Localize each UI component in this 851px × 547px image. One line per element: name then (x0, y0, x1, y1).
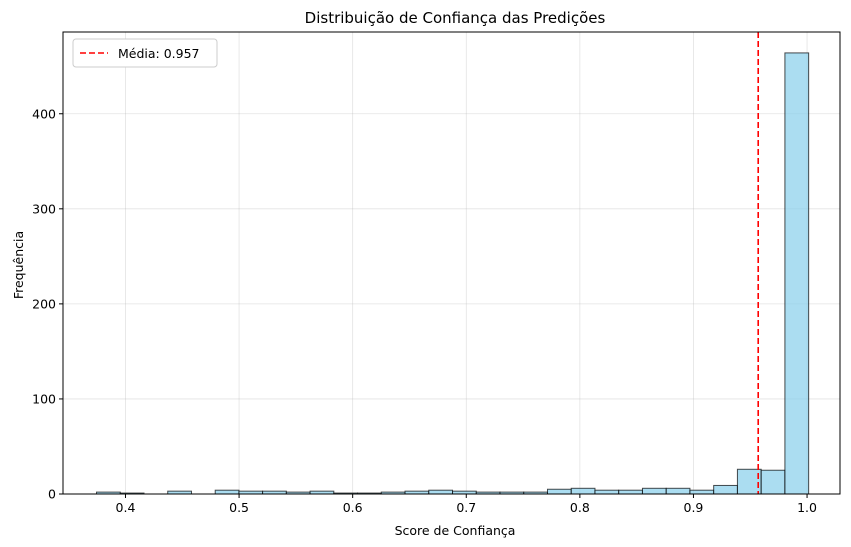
y-tick-label-4: 400 (32, 106, 56, 121)
legend-mean-label: Média: 0.957 (118, 46, 200, 61)
y-tick-label-3: 300 (32, 201, 56, 216)
grid-lines (63, 32, 840, 495)
histogram-bar-23 (641, 487, 667, 495)
histogram-bar-5 (214, 489, 240, 495)
plot-frame (62, 31, 841, 495)
histogram-bar-26 (713, 484, 738, 495)
histogram-bar-25 (689, 489, 715, 495)
legend-box (72, 38, 218, 68)
chart-title: Distribuição de Confiança das Predições (305, 9, 606, 27)
y-tick-label-1: 100 (32, 391, 56, 406)
x-tick-label-0: 0.4 (116, 500, 136, 515)
histogram-bar-22 (618, 489, 643, 495)
histogram-bars (96, 52, 810, 495)
x-axis-label: Score de Confiança (395, 523, 516, 538)
x-tick-label-5: 0.9 (684, 500, 704, 515)
y-tick-label-2: 200 (32, 296, 56, 311)
histogram-bar-28 (760, 469, 786, 495)
legend: Média: 0.957 (72, 38, 218, 68)
histogram-bar-24 (665, 487, 691, 495)
histogram-bar-20 (570, 487, 596, 495)
y-tick-label-0: 0 (48, 487, 56, 502)
x-tick-label-4: 0.8 (570, 500, 590, 515)
x-tick-label-3: 0.7 (456, 500, 476, 515)
x-tick-label-1: 0.5 (229, 500, 249, 515)
histogram-bar-27 (736, 468, 762, 495)
x-axis-ticks: 0.4 0.5 0.6 0.7 0.8 0.9 1.0 (116, 494, 817, 515)
histogram-bar-14 (428, 489, 454, 495)
histogram-bar-21 (594, 489, 620, 495)
histogram-bar-29 (784, 52, 810, 495)
x-tick-label-6: 1.0 (797, 500, 817, 515)
x-tick-label-2: 0.6 (343, 500, 363, 515)
y-axis-ticks: 0 100 200 300 400 (32, 106, 63, 502)
y-axis-label: Frequência (11, 231, 26, 299)
histogram-bar-19 (546, 488, 572, 495)
